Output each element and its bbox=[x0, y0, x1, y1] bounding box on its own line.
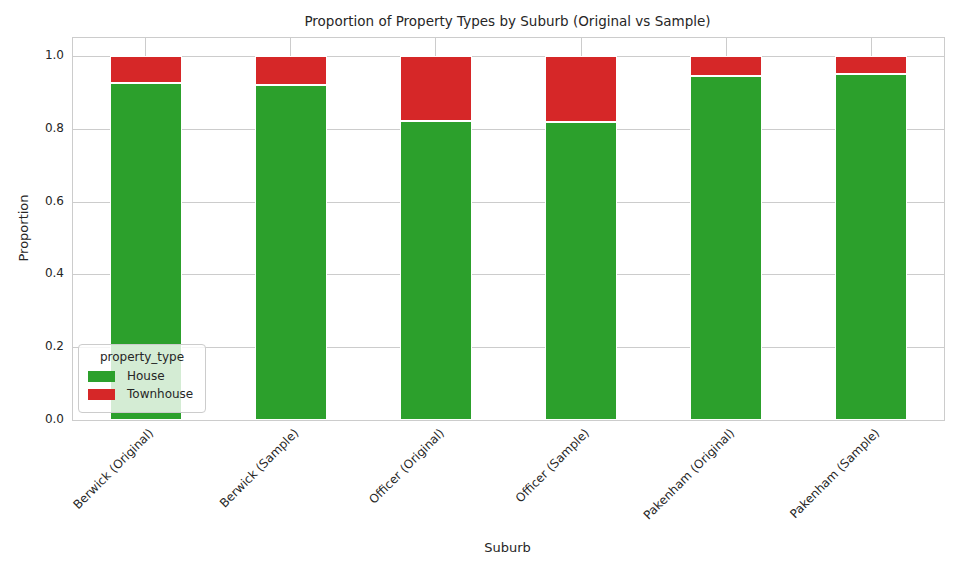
gridline-horizontal bbox=[73, 56, 944, 57]
bar-segment-house-2 bbox=[400, 121, 472, 420]
x-axis-label: Suburb bbox=[72, 540, 943, 555]
bar-segment-townhouse-1 bbox=[255, 56, 327, 85]
y-tick-label-0.2: 0.2 bbox=[24, 338, 64, 354]
legend-title: property_type bbox=[88, 350, 196, 364]
x-tick-label-4: Pakenham (Original) bbox=[641, 426, 737, 522]
y-tick-label-1.0: 1.0 bbox=[24, 47, 64, 63]
legend-swatch-townhouse bbox=[88, 389, 115, 400]
x-tick-label-3: Officer (Sample) bbox=[513, 426, 592, 505]
legend-label-house: House bbox=[127, 369, 165, 383]
x-tick-label-0: Berwick (Original) bbox=[71, 426, 157, 512]
bar-segment-townhouse-4 bbox=[690, 56, 762, 76]
legend-label-townhouse: Townhouse bbox=[127, 387, 193, 401]
bar-segment-townhouse-3 bbox=[545, 56, 617, 122]
legend: property_type House Townhouse bbox=[78, 344, 206, 413]
legend-swatch-house bbox=[88, 371, 115, 382]
bar-segment-house-4 bbox=[690, 76, 762, 420]
bar-segment-house-3 bbox=[545, 122, 617, 420]
bar-segment-house-1 bbox=[255, 85, 327, 420]
bar-segment-townhouse-2 bbox=[400, 56, 472, 121]
x-tick-label-2: Officer (Original) bbox=[366, 426, 447, 507]
y-tick-label-0.8: 0.8 bbox=[24, 120, 64, 136]
bar-segment-townhouse-0 bbox=[110, 56, 182, 83]
gridline-horizontal bbox=[73, 129, 944, 130]
gridline-horizontal bbox=[73, 274, 944, 275]
gridline-horizontal bbox=[73, 202, 944, 203]
y-tick-label-0.0: 0.0 bbox=[24, 411, 64, 427]
x-tick-label-5: Pakenham (Sample) bbox=[787, 426, 882, 521]
y-tick-label-0.4: 0.4 bbox=[24, 265, 64, 281]
bar-segment-townhouse-5 bbox=[835, 56, 907, 74]
bar-segment-house-5 bbox=[835, 74, 907, 420]
legend-item-house: House bbox=[88, 369, 196, 383]
y-tick-label-0.6: 0.6 bbox=[24, 193, 64, 209]
figure: Proportion of Property Types by Suburb (… bbox=[0, 0, 960, 576]
x-tick-label-1: Berwick (Sample) bbox=[217, 426, 301, 510]
chart-title: Proportion of Property Types by Suburb (… bbox=[72, 13, 943, 29]
legend-item-townhouse: Townhouse bbox=[88, 387, 196, 401]
